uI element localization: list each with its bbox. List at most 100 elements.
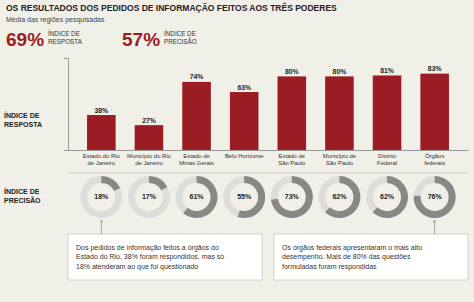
donut: 55% <box>223 176 265 218</box>
text-line: ÍNDICE DE <box>4 187 40 195</box>
text-line: Estado de <box>183 153 210 159</box>
data-label: 38% <box>95 107 109 114</box>
donut-track <box>223 176 265 218</box>
bars <box>87 74 449 150</box>
donut: 76% <box>414 176 456 218</box>
text-line: São Paulo <box>278 160 306 166</box>
x-tick-label: Município do Riode Janeiro <box>127 153 172 166</box>
x-tick-label: Município deSão Paulo <box>323 153 357 166</box>
donut-label: 18% <box>94 193 109 200</box>
x-tick: Município deSão Paulo <box>323 153 357 166</box>
x-tick-label: Estado do Riode Janeiro <box>83 153 121 166</box>
donut-label: 62% <box>332 193 347 200</box>
text-line: Dos pedidos de informação feitos a órgão… <box>76 244 219 252</box>
x-tick-label: DistritoFederal <box>377 153 397 166</box>
stat-value: 69% <box>6 29 44 50</box>
annotation: Dos pedidos de informação feitos a órgão… <box>76 244 224 271</box>
data-label: 27% <box>142 117 156 124</box>
donut-track <box>80 176 122 218</box>
donut-arc <box>373 176 408 218</box>
donut-label: 73% <box>285 193 300 200</box>
bar <box>230 92 259 150</box>
text-line: de Janeiro <box>135 160 163 166</box>
bar <box>87 115 116 150</box>
stat-caption: ÍNDICE DEPRECISÃO <box>164 29 197 45</box>
bar <box>325 76 354 150</box>
donut-label: 17% <box>142 193 157 200</box>
data-label: 63% <box>237 84 251 91</box>
text-line: Minas Gerais <box>179 160 214 166</box>
x-tick: Município do Riode Janeiro <box>127 153 172 166</box>
annotation-box <box>274 234 468 280</box>
donut-row-label: ÍNDICE DEPRECISÃO <box>4 187 41 204</box>
data-label: 74% <box>190 73 204 80</box>
subtitle: Média das regiões pesquisadas <box>6 16 105 24</box>
stat-value: 57% <box>122 29 160 50</box>
data-label: 80% <box>333 68 347 75</box>
text-line: Os órgãos federais apresentaram o mais a… <box>282 244 422 252</box>
y-tick-mark <box>64 58 68 59</box>
donut-track <box>318 176 360 218</box>
annotation-arrow <box>434 220 435 234</box>
stat-caption: ÍNDICE DERESPOSTA <box>48 29 83 45</box>
annotation: Os órgãos federais apresentaram o mais a… <box>282 244 422 271</box>
text-line: Estado do Rio <box>83 153 121 159</box>
donut: 73% <box>271 176 313 218</box>
x-tick-label: Estado deSão Paulo <box>278 153 306 166</box>
text-line: Estado de <box>279 153 306 159</box>
text-line: Município do Rio <box>127 153 172 159</box>
text-line: federais <box>424 160 445 166</box>
donut-arc <box>238 176 265 218</box>
text-line: Federal <box>377 160 397 166</box>
donut-label: 62% <box>380 193 395 200</box>
donut-label: 55% <box>237 193 252 200</box>
x-tick-label: Estado deMinas Gerais <box>179 153 214 166</box>
donut-arc <box>325 176 360 218</box>
text-line: PRECISÃO <box>164 37 197 45</box>
donut-track <box>271 176 313 218</box>
x-axis: Estado do Riode JaneiroMunicípio do Riod… <box>69 151 469 167</box>
x-tick: Estado deSão Paulo <box>278 153 306 166</box>
x-tick: Estado do Riode Janeiro <box>83 153 121 166</box>
donut: 18% <box>80 176 122 218</box>
annotations: Dos pedidos de informação feitos a órgão… <box>68 220 468 280</box>
title: OS RESULTADOS DOS PEDIDOS DE INFORMAÇÃO … <box>6 2 337 13</box>
donut-label: 61% <box>190 193 205 200</box>
x-tick: DistritoFederal <box>377 153 397 166</box>
bar <box>373 75 402 150</box>
chart: OS RESULTADOS DOS PEDIDOS DE INFORMAÇÃO … <box>0 0 474 302</box>
x-tick: Órgãosfederais <box>424 153 445 166</box>
donut-arc <box>101 176 120 191</box>
divider <box>68 173 468 174</box>
data-label: 80% <box>285 68 299 75</box>
text-line: desempenho. Mais de 80% das questões <box>282 253 411 261</box>
text-line: São Paulo <box>326 160 354 166</box>
text-line: de Janeiro <box>88 160 116 166</box>
donuts: 18% 17% 61% 55% 73% 62% 62% 76% <box>80 176 455 218</box>
donut: 62% <box>318 176 360 218</box>
donut-arc <box>183 176 217 218</box>
y-tick-mark <box>64 150 68 151</box>
donut: 17% <box>128 176 170 218</box>
text-line: RESPOSTA <box>4 121 42 128</box>
data-label: 81% <box>380 67 394 74</box>
text-line: ÍNDICE DE <box>48 29 80 37</box>
x-tick-label: Órgãosfederais <box>424 153 445 166</box>
text-line: PRECISÃO <box>4 196 41 204</box>
y-label: ÍNDICE DE RESPOSTA <box>4 111 42 128</box>
text-line: ÍNDICE DE <box>4 111 40 119</box>
text-line: formuladas foram respondidas <box>282 263 377 271</box>
y-tick <box>64 58 68 59</box>
x-tick: Belo Horizonte <box>225 153 264 159</box>
text-line: Estado do Rio, 38% foram respondidos, ma… <box>76 253 224 261</box>
donut-track <box>128 176 170 218</box>
donut-label: 76% <box>428 193 443 200</box>
donut-track <box>176 176 218 218</box>
bar <box>135 125 164 150</box>
text-line: RESPOSTA <box>48 38 83 45</box>
x-axis-line <box>69 150 469 151</box>
donut-arc <box>149 176 167 190</box>
annotation-box <box>68 234 262 280</box>
bar <box>278 76 307 150</box>
donut: 61% <box>176 176 218 218</box>
